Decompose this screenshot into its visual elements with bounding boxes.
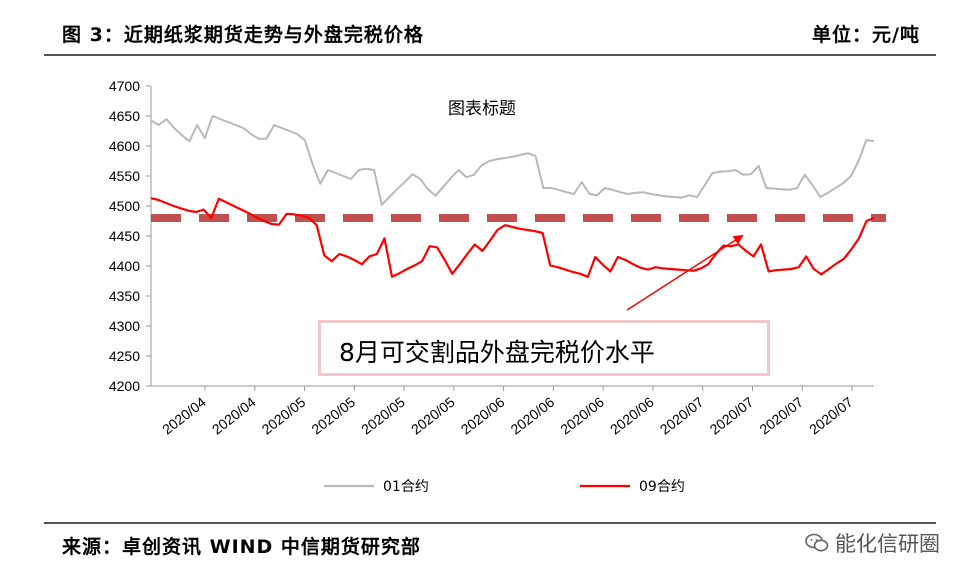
- y-tick-label: 4400: [109, 258, 140, 274]
- x-tick-label: 2020/05: [259, 394, 309, 438]
- x-tick-label: 2020/06: [557, 394, 607, 438]
- legend-label-01: 01合约: [383, 479, 429, 495]
- source-note: 来源：卓创资讯 WIND 中信期货研究部: [62, 536, 421, 558]
- y-tick-label: 4650: [109, 108, 140, 124]
- legend: 01合约 09合约: [324, 479, 685, 495]
- y-tick-label: 4550: [109, 168, 140, 184]
- inner-chart-title: 图表标题: [448, 99, 516, 119]
- y-tick-label: 4600: [109, 138, 140, 154]
- legend-label-09: 09合约: [639, 479, 685, 495]
- annotation-arrow: [626, 234, 744, 311]
- y-tick-label: 4300: [109, 318, 140, 334]
- top-rule: [44, 54, 936, 56]
- y-tick-label: 4350: [109, 288, 140, 304]
- x-tick-label: 2020/07: [806, 394, 856, 438]
- x-tick-label: 2020/05: [408, 394, 458, 438]
- series-line-01: [150, 115, 875, 206]
- chart-title: 图 3：近期纸浆期货走势与外盘完税价格: [62, 24, 424, 46]
- annotation-text: 8月可交割品外盘完税价水平: [339, 338, 655, 367]
- series-group: [150, 115, 875, 278]
- x-tick-label: 2020/07: [707, 394, 757, 438]
- x-tick-label: 2020/07: [756, 394, 806, 438]
- x-tick-label: 2020/06: [508, 394, 558, 438]
- y-tick-label: 4450: [109, 228, 140, 244]
- x-tick-label: 2020/04: [159, 394, 209, 438]
- y-tick-label: 4500: [109, 198, 140, 214]
- arrow-group: [626, 234, 744, 311]
- x-tick-label: 2020/06: [607, 394, 657, 438]
- watermark-text: 能化信研圈: [835, 532, 940, 556]
- y-axis: 4200 4250 4300 4350 4400 4450 4500 4550 4600 4650…: [109, 78, 152, 394]
- y-tick-label: 4250: [109, 348, 140, 364]
- x-tick-label: 2020/04: [209, 394, 259, 438]
- x-tick-label: 2020/05: [308, 394, 358, 438]
- x-tick-label: 2020/07: [657, 394, 707, 438]
- watermark: 能化信研圈: [805, 528, 940, 558]
- wechat-icon: [805, 533, 829, 552]
- y-tick-label: 4200: [109, 378, 140, 394]
- bottom-rule: [44, 522, 936, 524]
- annotation-box: 8月可交割品外盘完税价水平: [318, 320, 770, 376]
- x-tick-label: 2020/06: [458, 394, 508, 438]
- y-tick-label: 4700: [109, 78, 140, 94]
- x-axis: 2020/04 2020/04 2020/05 2020/05 2020/05 2020/…: [151, 385, 874, 438]
- x-tick-label: 2020/05: [358, 394, 408, 438]
- series-line-09: [150, 197, 875, 278]
- unit-label: 单位：元/吨: [812, 24, 920, 46]
